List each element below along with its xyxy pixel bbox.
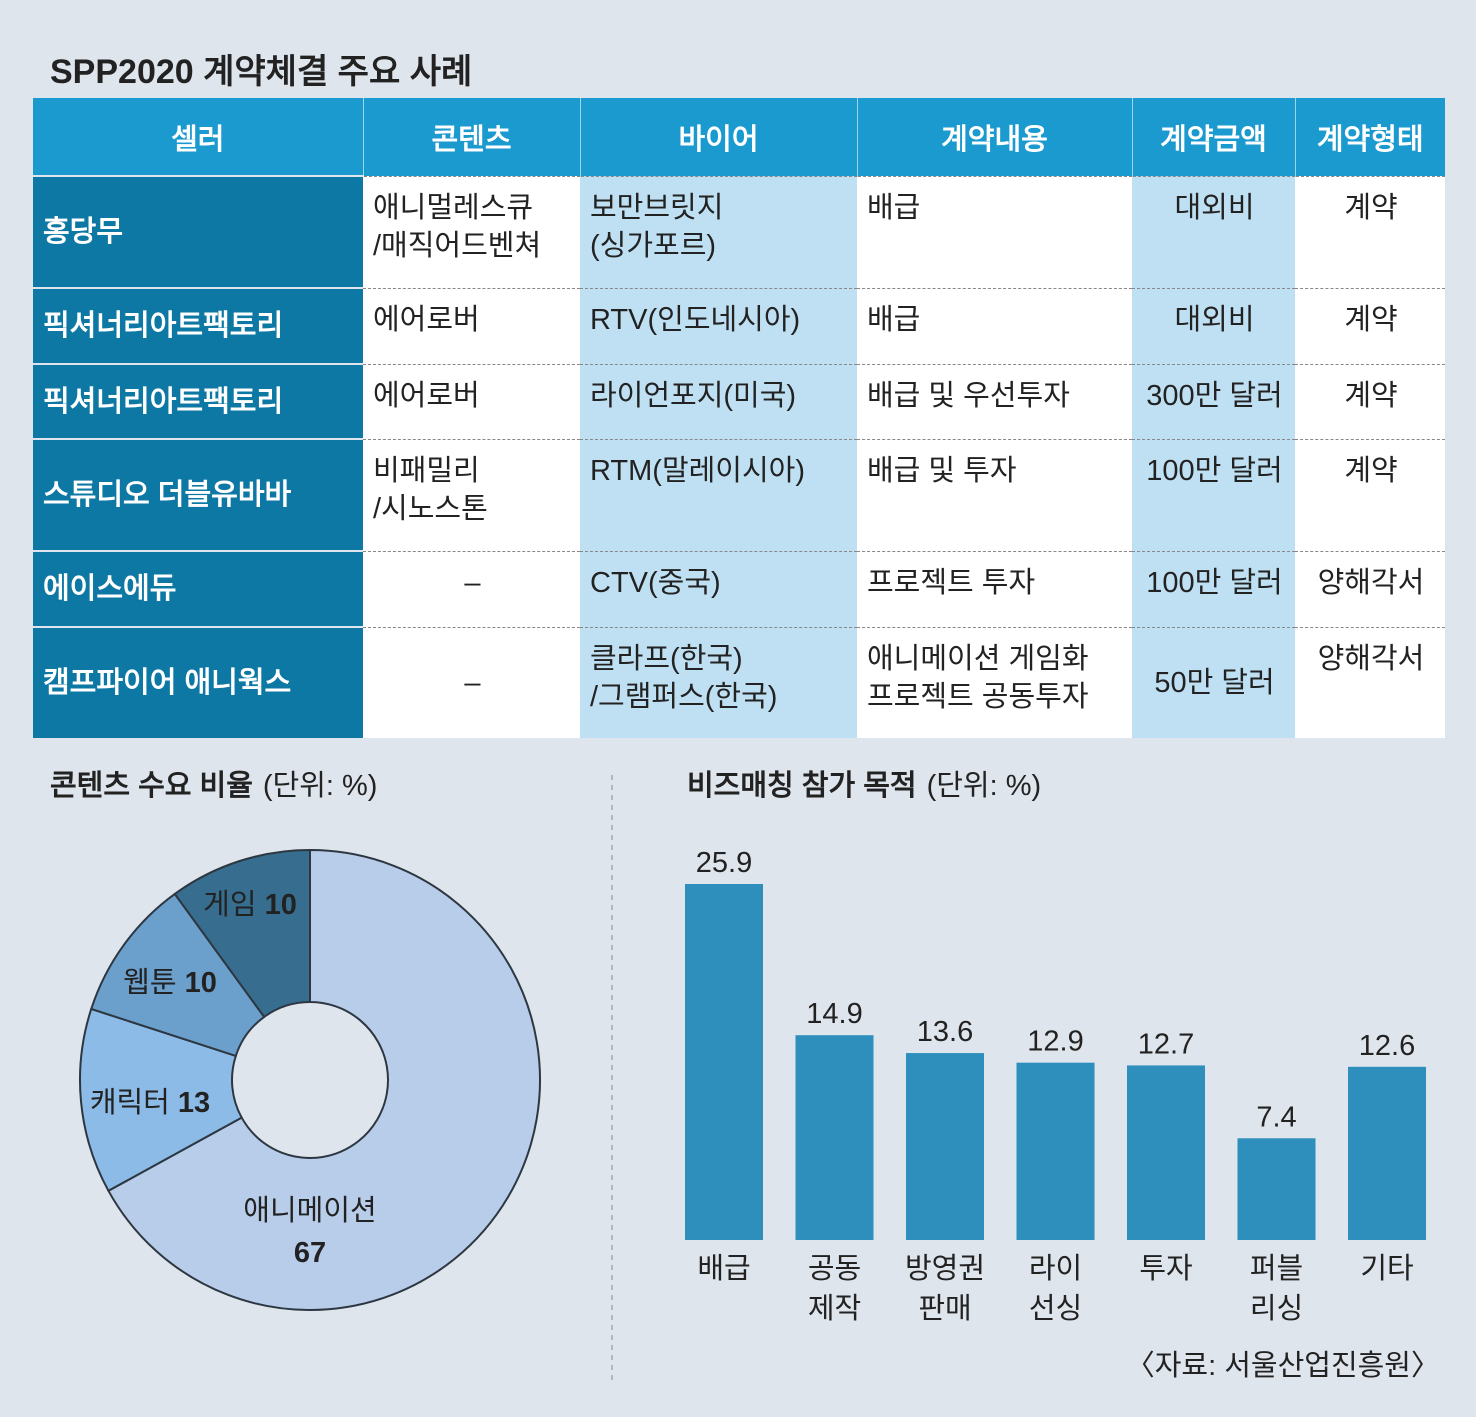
table-cell: 배급 (857, 287, 1132, 364)
table-cell: 클라프(한국) /그램퍼스(한국) (580, 626, 857, 738)
header-cell: 바이어 (579, 98, 857, 176)
table-cell: 애니메이션 게임화 프로젝트 공동투자 (857, 626, 1132, 738)
table-cell: 양해각서 (1295, 550, 1445, 627)
table-cell: 100만 달러 (1132, 550, 1295, 627)
table-cell: 대외비 (1132, 175, 1295, 288)
bar (1237, 1138, 1316, 1240)
header-cell: 콘텐츠 (362, 98, 580, 176)
table-cell: 애니멀레스큐 /매직어드벤쳐 (363, 175, 580, 288)
slice-label: 게임 (203, 889, 256, 921)
slice-label: 웹툰 (123, 967, 176, 999)
seller-cell: 홍당무 (33, 175, 363, 288)
bar (906, 1053, 984, 1240)
header-cell: 셀러 (33, 98, 363, 176)
table-cell: CTV(중국) (580, 550, 857, 627)
table-cell: 양해각서 (1295, 626, 1445, 738)
bar (1348, 1066, 1426, 1240)
table-cell: 배급 및 우선투자 (857, 363, 1132, 439)
chart-title: 콘텐츠 수요 비율 (50, 769, 253, 802)
table-cell: 계약 (1295, 363, 1445, 439)
slice-value: 10 (185, 967, 217, 999)
value-label: 7.4 (1256, 1101, 1296, 1133)
table-cell: – (363, 550, 580, 627)
bar (685, 884, 763, 1240)
table-cell: 300만 달러 (1132, 363, 1295, 439)
seller-cell: 캠프파이어 애니웍스 (33, 626, 363, 738)
x-tick-label: 배급 (697, 1253, 750, 1285)
table-cell: 배급 및 투자 (857, 438, 1132, 551)
table-cell: 프로젝트 투자 (857, 550, 1132, 627)
donut-slice (89, 892, 266, 1058)
chart-unit: (단위: %) (927, 769, 1042, 802)
table-cell: 계약 (1295, 438, 1445, 551)
table-cell: 비패밀리 /시노스톤 (363, 438, 580, 551)
x-tick-label: 방영권 판매 (905, 1253, 985, 1325)
table-cell: RTV(인도네시아) (580, 287, 857, 364)
value-label: 13.6 (917, 1016, 973, 1048)
table-title: SPP2020 계약체결 주요 사례 (50, 53, 473, 91)
slice-value: 10 (265, 889, 297, 921)
donut-slice (173, 848, 311, 1019)
slice-value: 67 (294, 1237, 326, 1269)
donut-slice (79, 1007, 244, 1193)
table-cell: 대외비 (1132, 287, 1295, 364)
table-cell: 배급 (857, 175, 1132, 288)
slice-label: 게임 10 (203, 889, 297, 921)
bar (795, 1035, 874, 1240)
x-tick-label: 공동 제작 (808, 1253, 861, 1325)
slice-label: 캐릭터 13 (90, 1086, 210, 1119)
table-cell: 에어로버 (363, 287, 580, 364)
seller-cell: 스튜디오 더블유바바 (33, 438, 363, 551)
header-cell: 계약형태 (1294, 98, 1445, 176)
table-cell: 100만 달러 (1132, 438, 1295, 551)
x-tick-label: 라이 선싱 (1029, 1253, 1082, 1325)
table-cell: 50만 달러 (1132, 626, 1295, 738)
header-cell: 계약내용 (856, 98, 1132, 176)
chart-title: 비즈매칭 참가 목적 (687, 769, 917, 802)
seller-cell: 픽셔너리아트팩토리 (33, 287, 363, 364)
bar (1127, 1065, 1205, 1240)
source: 〈자료: 서울산업진흥원〉 (1126, 1349, 1440, 1382)
slice-label: 웹툰 10 (123, 967, 217, 999)
value-label: 12.7 (1138, 1028, 1194, 1060)
chart-unit: (단위: %) (263, 769, 378, 802)
slice-label: 캐릭터 (90, 1086, 170, 1119)
value-label: 12.6 (1359, 1030, 1415, 1062)
slice-label: 애니메이션 (243, 1195, 376, 1227)
table-cell: 라이언포지(미국) (580, 363, 857, 439)
x-tick-label: 투자 (1139, 1253, 1192, 1285)
value-label: 14.9 (806, 998, 862, 1030)
x-tick-label: 기타 (1360, 1253, 1413, 1285)
table-cell: – (363, 626, 580, 738)
bar (1016, 1062, 1095, 1240)
slice-value: 13 (178, 1087, 210, 1119)
table-cell: 보만브릿지 (싱가포르) (580, 175, 857, 288)
table-cell: 계약 (1295, 287, 1445, 364)
value-label: 12.9 (1027, 1026, 1083, 1058)
table-cell: 에어로버 (363, 363, 580, 439)
table-cell: 계약 (1295, 175, 1445, 288)
seller-cell: 에이스에듀 (33, 550, 363, 627)
header-cell: 계약금액 (1131, 98, 1295, 176)
table-cell: RTM(말레이시아) (580, 438, 857, 551)
seller-cell: 픽셔너리아트팩토리 (33, 363, 363, 439)
value-label: 25.9 (696, 847, 752, 879)
donut-slice (107, 848, 541, 1311)
x-tick-label: 퍼블 리싱 (1250, 1253, 1303, 1325)
